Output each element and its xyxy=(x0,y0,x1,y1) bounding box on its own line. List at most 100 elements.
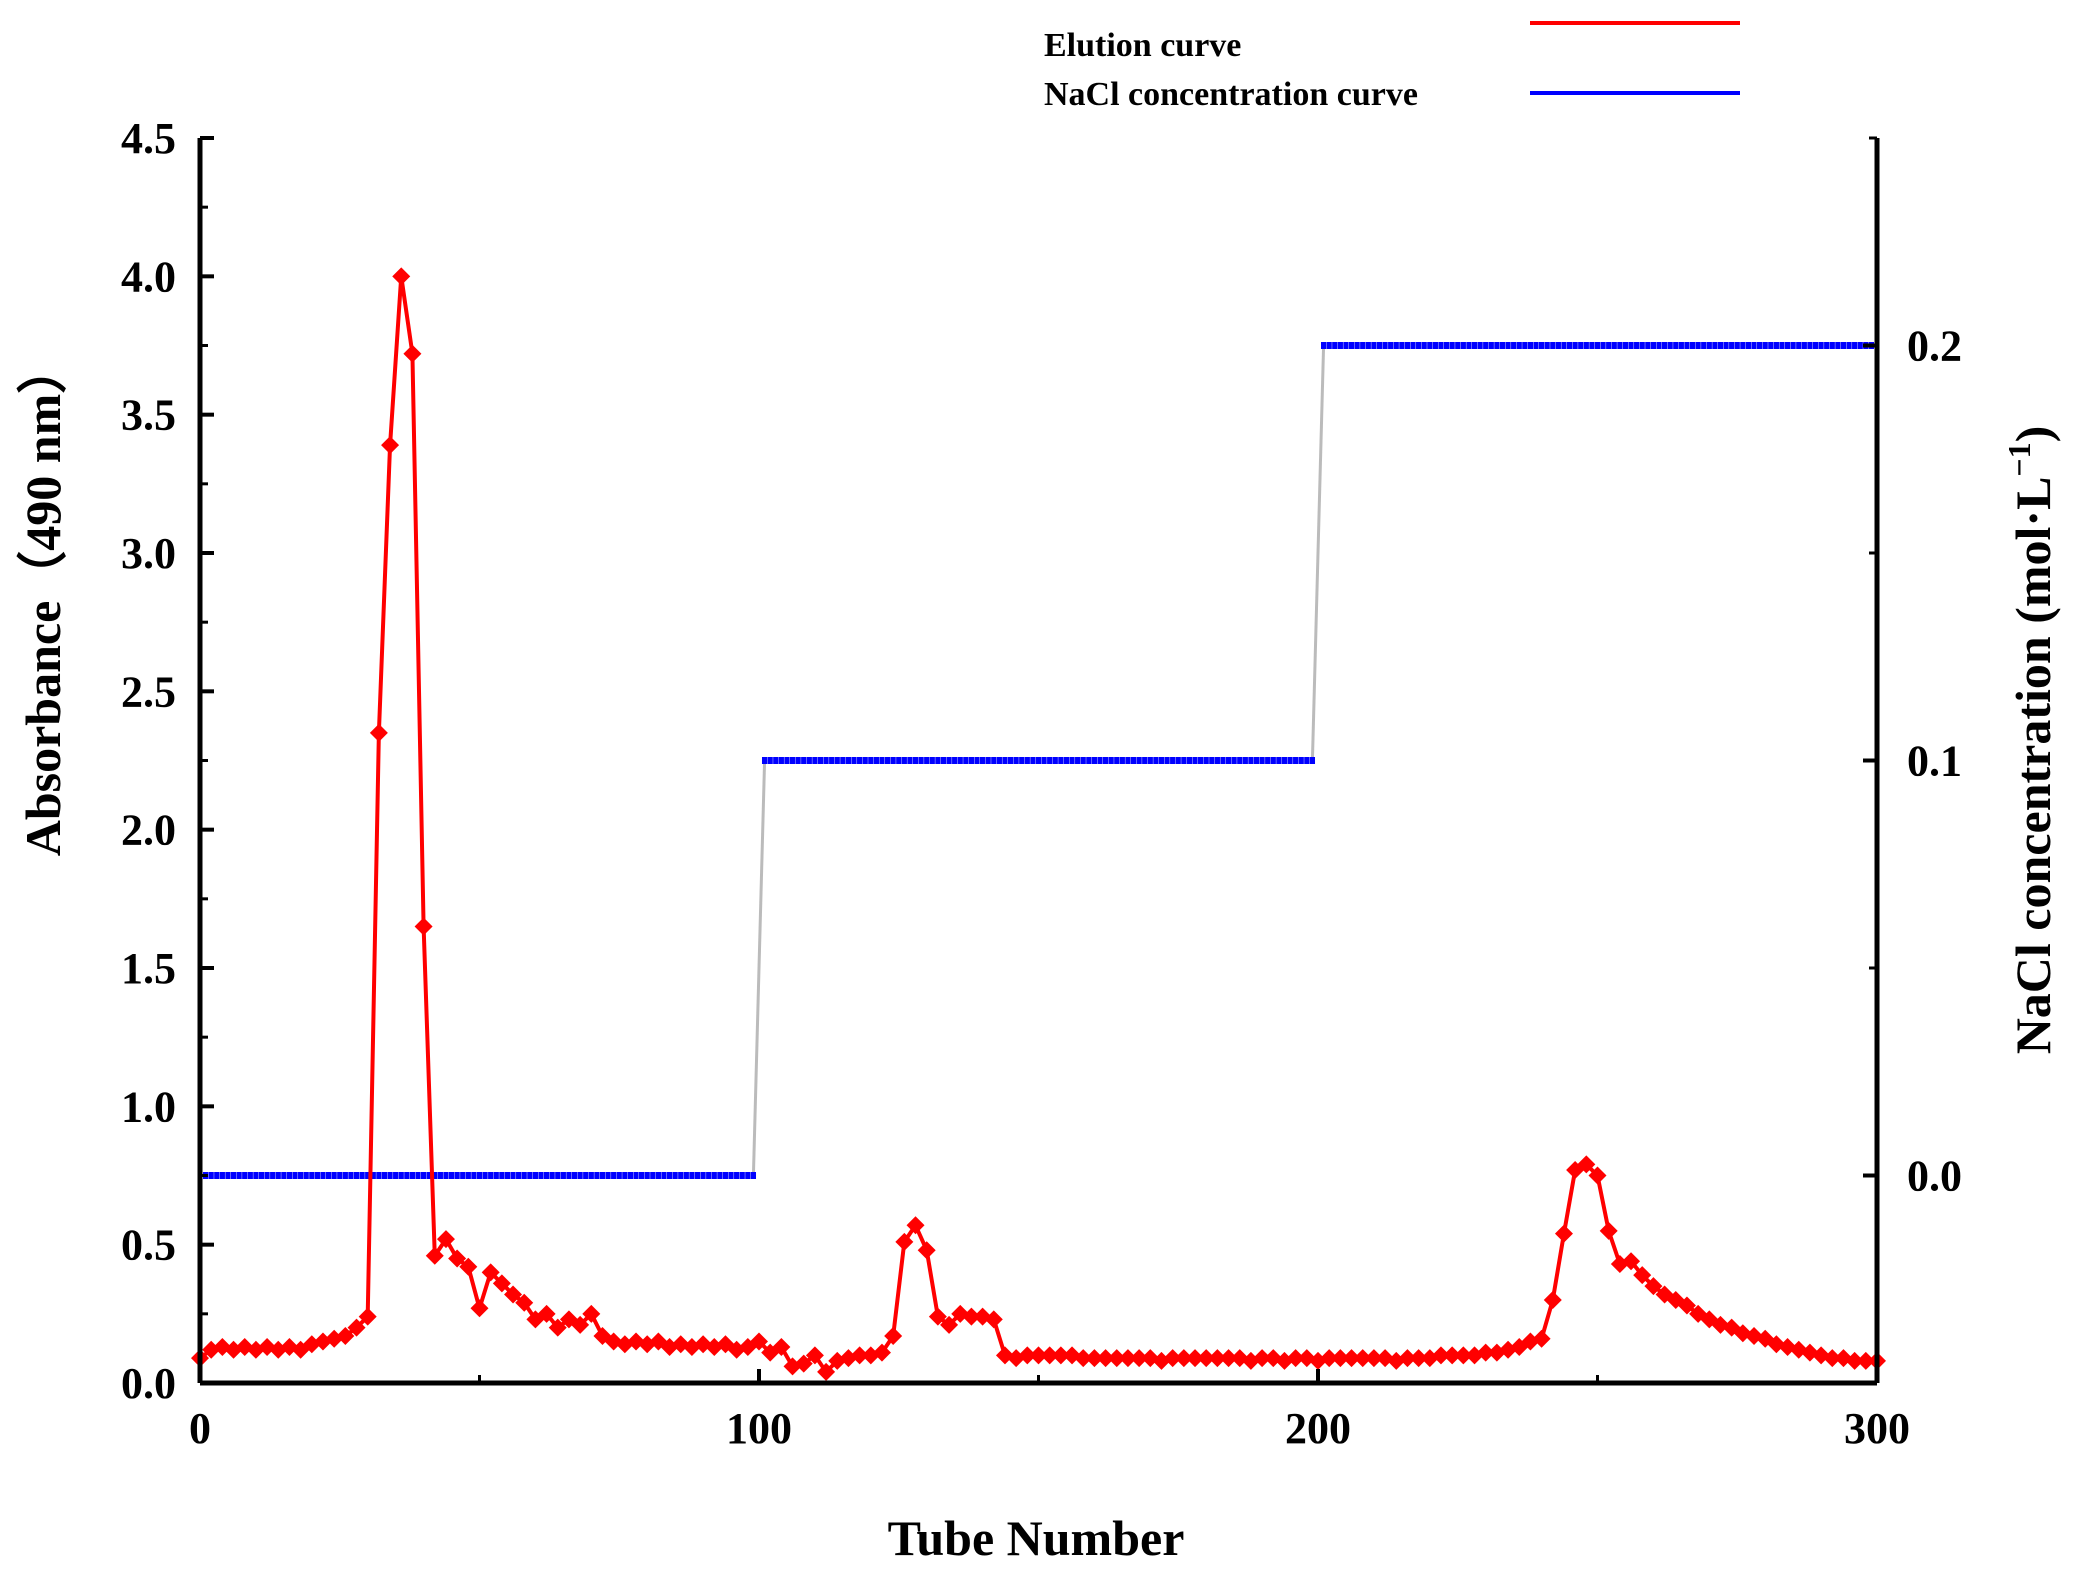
elution-point xyxy=(1029,1346,1048,1365)
nacl-point xyxy=(1393,342,1399,349)
nacl-point xyxy=(857,757,863,764)
nacl-point xyxy=(1628,342,1634,349)
nacl-point xyxy=(1214,757,1220,764)
elution-point xyxy=(1118,1349,1137,1368)
nacl-point xyxy=(1114,757,1120,764)
nacl-point xyxy=(454,1172,460,1179)
nacl-point xyxy=(1091,757,1097,764)
elution-point xyxy=(1040,1346,1059,1365)
elution-point xyxy=(1197,1349,1216,1368)
nacl-point xyxy=(795,757,801,764)
nacl-point xyxy=(862,757,868,764)
nacl-point xyxy=(1533,342,1539,349)
nacl-point xyxy=(337,1172,343,1179)
nacl-point xyxy=(1348,342,1355,349)
nacl-point xyxy=(1326,342,1332,349)
elution-point xyxy=(895,1232,914,1251)
elution-point xyxy=(1342,1349,1361,1368)
nacl-point xyxy=(650,1172,656,1179)
nacl-point xyxy=(1768,342,1774,349)
nacl-point xyxy=(398,1172,404,1179)
nacl-point xyxy=(1488,342,1494,349)
nacl-point xyxy=(1684,342,1690,349)
nacl-point xyxy=(309,1172,315,1179)
nacl-point xyxy=(834,757,840,764)
nacl-point xyxy=(353,1172,360,1179)
nacl-point xyxy=(1052,757,1058,764)
elution-point xyxy=(750,1332,768,1351)
elution-point xyxy=(1409,1349,1428,1368)
nacl-point xyxy=(1455,342,1461,349)
nacl-point xyxy=(1432,342,1438,349)
nacl-point xyxy=(1852,342,1858,349)
nacl-point xyxy=(387,1172,393,1179)
nacl-point xyxy=(1198,757,1204,764)
nacl-point xyxy=(214,1172,220,1179)
y-tick-label: 0.5 xyxy=(121,1221,176,1270)
nacl-point xyxy=(236,1172,242,1179)
nacl-point xyxy=(1734,342,1740,349)
y-tick-label: 3.0 xyxy=(121,529,176,578)
nacl-point xyxy=(583,1172,589,1179)
elution-point xyxy=(481,1263,500,1282)
nacl-point xyxy=(516,1172,522,1179)
nacl-point xyxy=(1650,342,1656,349)
nacl-point xyxy=(527,1172,533,1179)
nacl-point xyxy=(532,1172,538,1179)
nacl-point xyxy=(789,757,796,764)
nacl-point xyxy=(1807,342,1813,349)
nacl-point xyxy=(1354,342,1360,349)
nacl-point xyxy=(817,757,824,764)
nacl-point xyxy=(1673,342,1679,349)
elution-point xyxy=(1476,1343,1495,1362)
nacl-point xyxy=(448,1172,455,1179)
nacl-point xyxy=(622,1172,628,1179)
nacl-point xyxy=(1002,757,1008,764)
elution-point xyxy=(1085,1349,1104,1368)
nacl-point xyxy=(773,757,779,764)
elution-point xyxy=(1532,1329,1551,1348)
nacl-point xyxy=(689,1172,695,1179)
nacl-point xyxy=(912,757,919,764)
nacl-point xyxy=(1343,342,1349,349)
nacl-point xyxy=(1723,342,1729,349)
elution-point xyxy=(1018,1346,1037,1365)
nacl-point xyxy=(1304,757,1310,764)
elution-point xyxy=(872,1343,891,1362)
nacl-point xyxy=(980,757,986,764)
elution-point xyxy=(1253,1349,1272,1368)
nacl-point xyxy=(1857,342,1863,349)
nacl-point xyxy=(952,757,958,764)
nacl-point xyxy=(1164,757,1170,764)
nacl-point xyxy=(1779,342,1785,349)
nacl-point xyxy=(1209,757,1215,764)
elution-point xyxy=(940,1315,959,1334)
nacl-point xyxy=(298,1172,304,1179)
nacl-point xyxy=(471,1172,477,1179)
nacl-point xyxy=(873,757,879,764)
nacl-point xyxy=(1242,757,1248,764)
nacl-point xyxy=(599,1172,606,1179)
nacl-point xyxy=(1494,342,1500,349)
elution-point xyxy=(358,1307,377,1326)
nacl-point xyxy=(1337,342,1343,349)
nacl-point xyxy=(281,1172,287,1179)
nacl-point xyxy=(1080,757,1086,764)
elution-point xyxy=(1096,1349,1115,1368)
nacl-point xyxy=(767,757,773,764)
nacl-point xyxy=(421,1172,427,1179)
nacl-point xyxy=(1019,757,1025,764)
nacl-point xyxy=(1170,757,1176,764)
nacl-point xyxy=(1611,342,1617,349)
nacl-point xyxy=(1583,342,1589,349)
y2-axis-title-superscript: −1 xyxy=(2001,442,2037,476)
nacl-point xyxy=(1293,757,1299,764)
nacl-point xyxy=(1656,342,1662,349)
elution-point xyxy=(1398,1349,1417,1368)
nacl-point xyxy=(1130,757,1137,764)
nacl-point xyxy=(1399,342,1405,349)
nacl-point xyxy=(381,1172,388,1179)
nacl-point xyxy=(1063,757,1070,764)
nacl-point xyxy=(1231,757,1237,764)
